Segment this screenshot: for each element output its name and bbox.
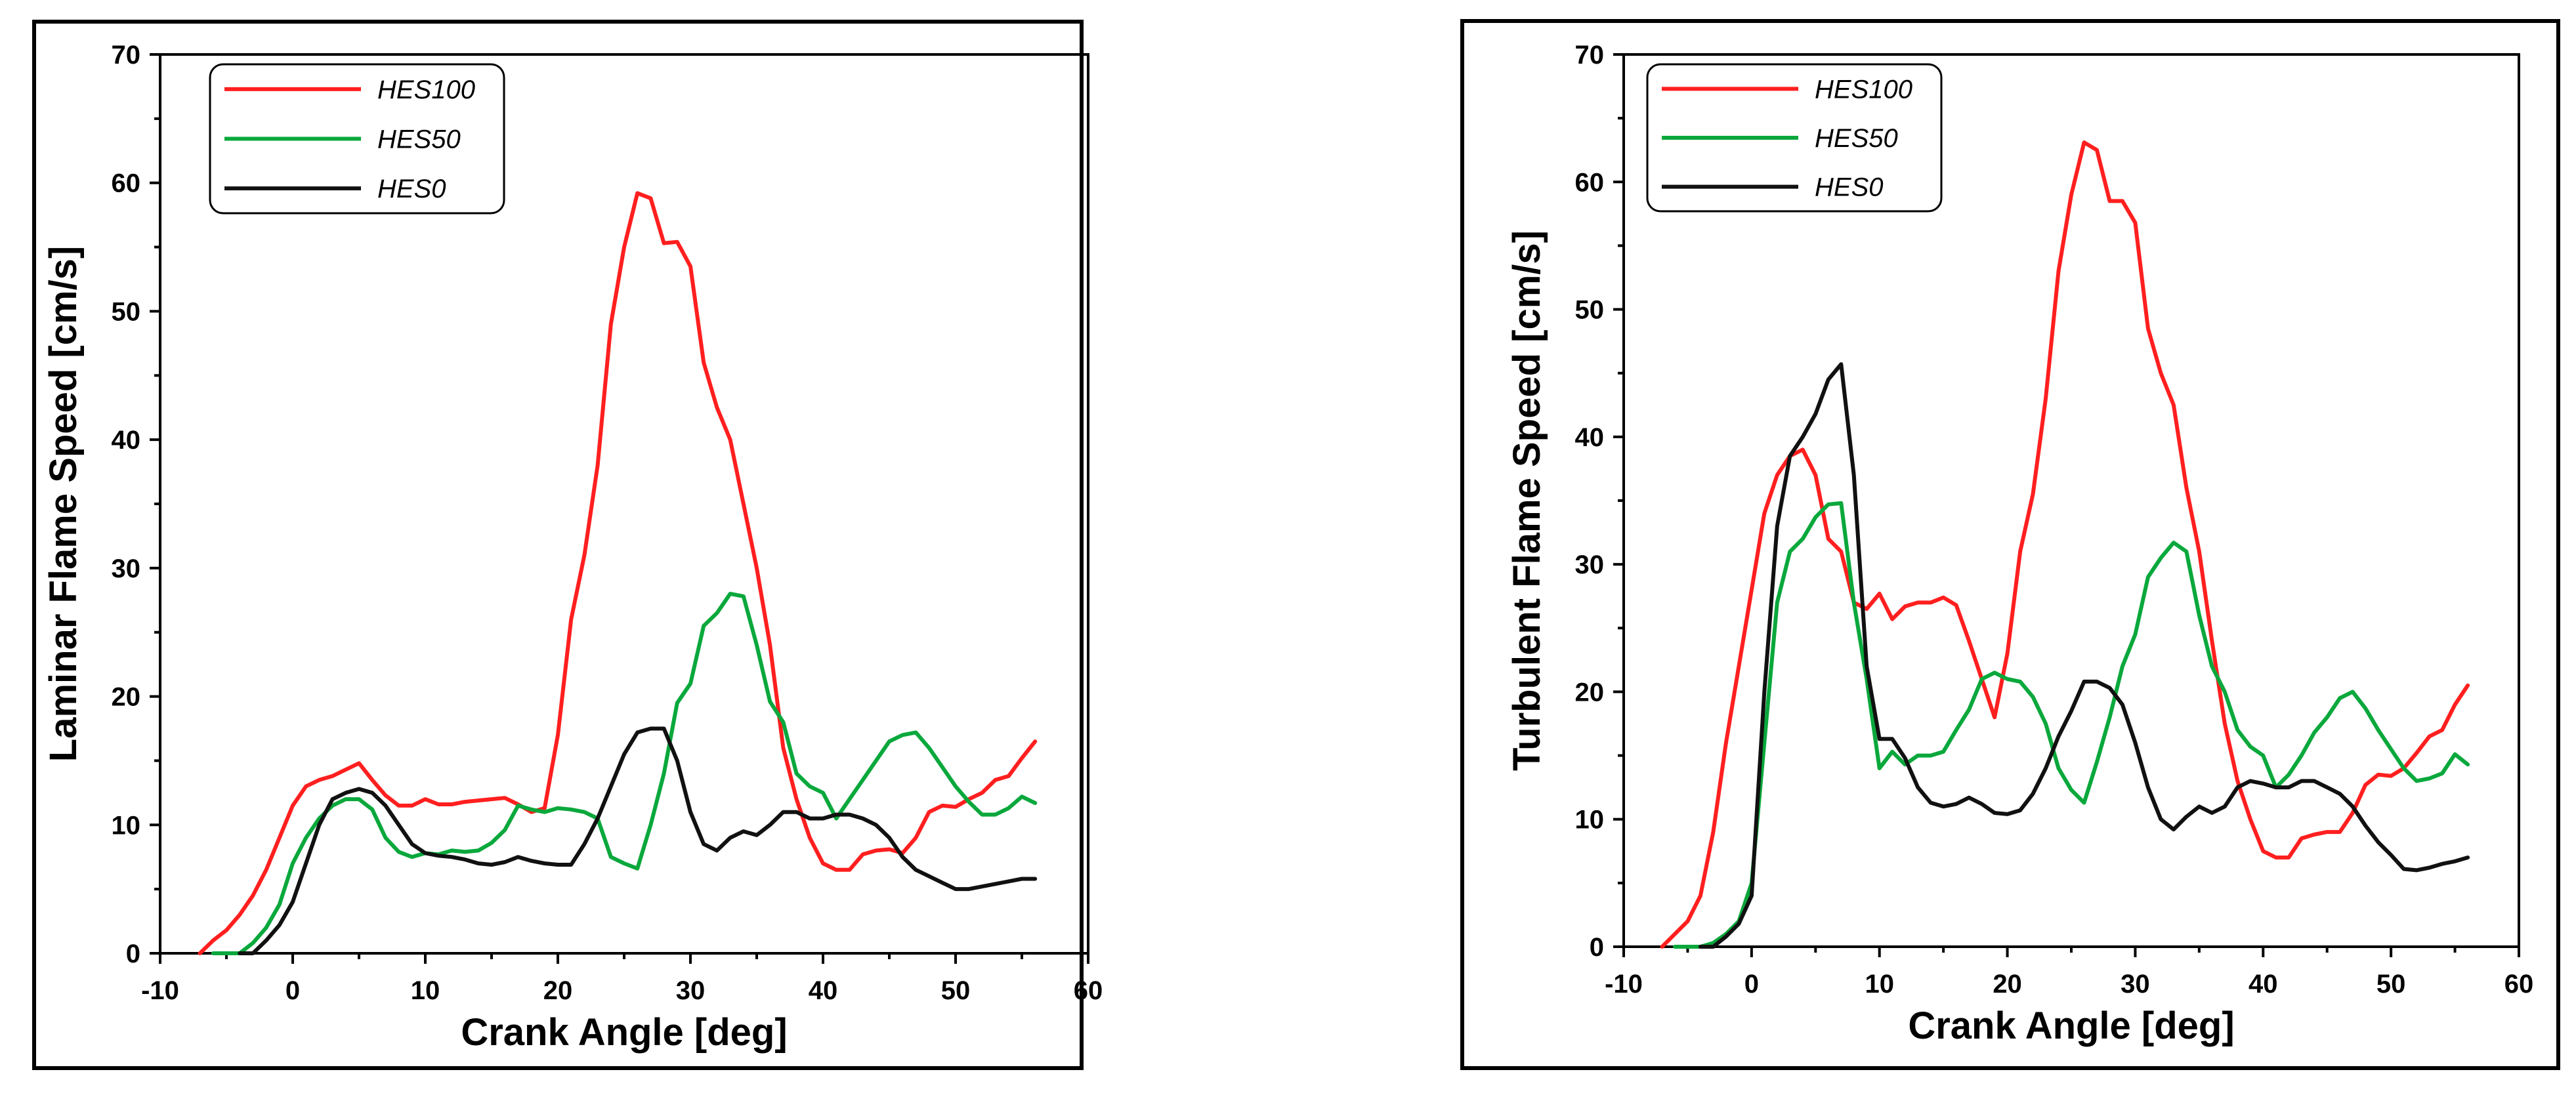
legend: HES100 HES50 HES0 [1646, 63, 1943, 213]
x-tick-label: 0 [285, 976, 300, 1005]
x-axis-title: Crank Angle [deg] [461, 1011, 787, 1054]
y-axis-title: Laminar Flame Speed [cm/s] [42, 246, 85, 762]
x-tick-label: 10 [411, 976, 440, 1005]
series-line-hes50 [211, 592, 1038, 955]
x-tick-label: 30 [676, 976, 706, 1005]
legend: HES100 HES50 HES0 [209, 63, 505, 215]
y-tick-label: 10 [112, 811, 141, 840]
legend-label-hes50: HES50 [1815, 124, 1898, 153]
y-tick-label: 60 [112, 169, 141, 198]
x-tick-label: 40 [809, 976, 838, 1005]
x-tick-label: -10 [1605, 970, 1643, 999]
legend-label-hes100: HES100 [377, 75, 475, 104]
panel-frame [32, 20, 1084, 1070]
y-tick-label: 30 [1575, 550, 1605, 579]
y-tick-label: 50 [112, 297, 141, 326]
y-tick-label: 70 [1575, 41, 1605, 70]
legend-label-hes0: HES0 [1815, 173, 1884, 202]
series-line-hes100 [198, 191, 1038, 955]
y-axis-title: Turbulent Flame Speed [cm/s] [1506, 230, 1548, 771]
legend-label-hes100: HES100 [1815, 75, 1912, 104]
legend-label-hes0: HES0 [377, 175, 446, 203]
x-tick-label: 20 [1993, 970, 2022, 999]
series-line-hes0 [238, 726, 1038, 955]
x-tick-label: 40 [2249, 970, 2278, 999]
x-tick-label: -10 [141, 976, 179, 1005]
y-tick-label: 0 [126, 940, 140, 968]
y-tick-label: 20 [112, 683, 141, 712]
y-tick-label: 10 [1575, 806, 1605, 835]
panel-frame [1460, 19, 2560, 1070]
y-tick-label: 40 [112, 426, 141, 455]
x-tick-label: 30 [2121, 970, 2150, 999]
series-line-hes50 [1672, 501, 2470, 949]
y-tick-label: 50 [1575, 296, 1605, 325]
series-line-hes0 [1698, 362, 2470, 949]
y-tick-label: 40 [1575, 423, 1605, 452]
y-tick-label: 70 [112, 41, 141, 70]
y-tick-label: 60 [1575, 168, 1605, 197]
x-axis-title: Crank Angle [deg] [1908, 1004, 2234, 1047]
x-tick-label: 50 [2376, 970, 2406, 999]
x-tick-label: 20 [543, 976, 573, 1005]
legend-label-hes50: HES50 [377, 125, 461, 154]
x-tick-label: 0 [1744, 970, 1759, 999]
y-tick-label: 20 [1575, 678, 1605, 707]
y-tick-label: 0 [1590, 933, 1604, 962]
x-tick-label: 50 [941, 976, 971, 1005]
x-tick-label: 60 [2504, 970, 2534, 999]
x-tick-label: 60 [1074, 976, 1103, 1005]
y-tick-label: 30 [112, 554, 141, 583]
series-line-hes100 [1660, 140, 2470, 949]
x-tick-label: 10 [1865, 970, 1894, 999]
